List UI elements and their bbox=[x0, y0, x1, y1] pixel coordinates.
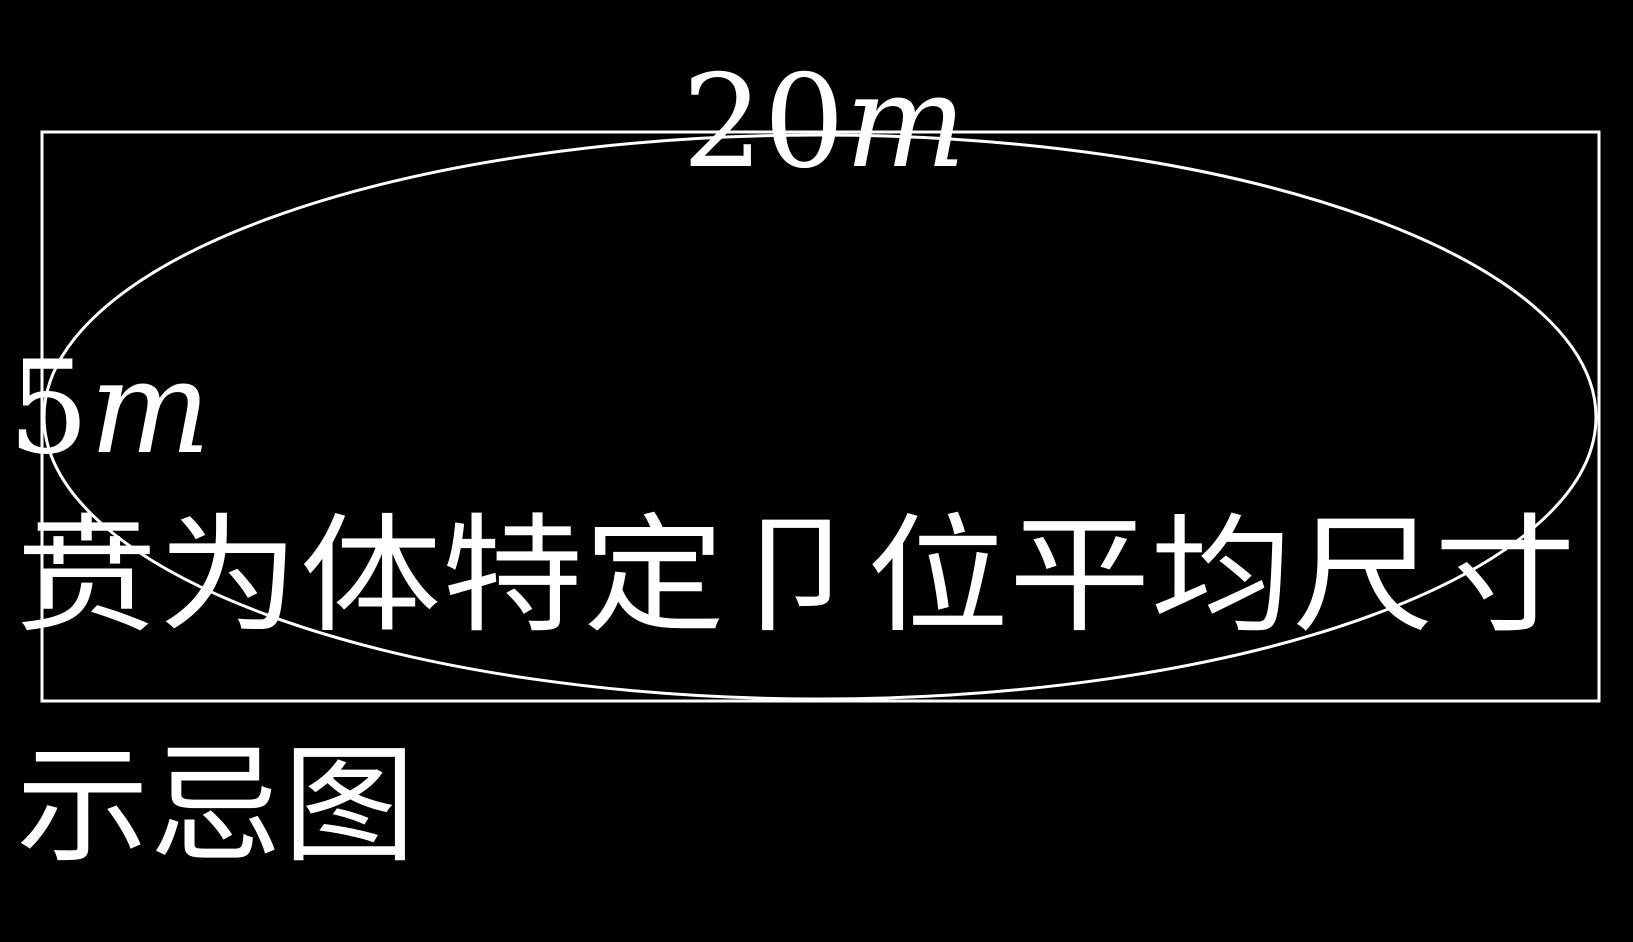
height-dimension-unit: m bbox=[89, 334, 210, 483]
height-dimension-value: 5 bbox=[8, 334, 89, 483]
bounding-rectangle bbox=[40, 130, 1601, 703]
ellipse-outline bbox=[42, 133, 1598, 701]
width-dimension-value: 20 bbox=[682, 48, 845, 197]
width-dimension-label: 20m bbox=[682, 48, 966, 197]
caption-line-2: 示忌图 bbox=[16, 732, 416, 881]
height-dimension-label: 5m bbox=[8, 334, 211, 483]
caption-line-1: 贲为体特定卩位平均尺寸 bbox=[16, 502, 1576, 651]
width-dimension-unit: m bbox=[845, 48, 966, 197]
